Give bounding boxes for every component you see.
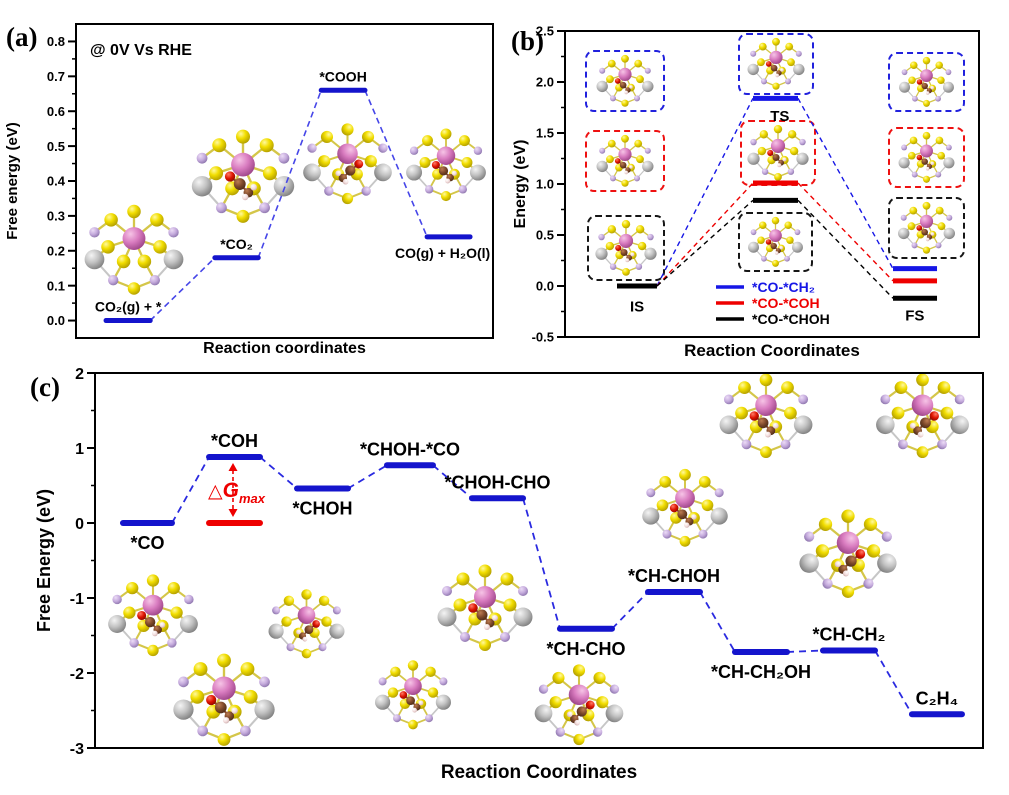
connector xyxy=(347,464,388,490)
y-tick-label: 0.2 xyxy=(47,243,65,258)
y-tick-label: 0.6 xyxy=(47,104,65,119)
y-tick-label: 2 xyxy=(75,366,84,383)
y-tick-label: -0.5 xyxy=(532,330,554,345)
molecule-structure-image xyxy=(589,54,661,108)
connector xyxy=(259,456,298,490)
y-tick-label: -2 xyxy=(70,666,84,683)
inset-box-black xyxy=(587,215,665,281)
inset-box-red xyxy=(740,120,816,186)
x-axis-title: Reaction Coordinates xyxy=(684,341,860,360)
panel-b-label: (b) xyxy=(511,26,544,56)
level-label: *COH xyxy=(211,431,258,451)
molecule-structure-image xyxy=(793,508,903,600)
level-label: *CHOH xyxy=(292,499,352,519)
level-label: *CH-CH₂ xyxy=(813,625,886,645)
molecule-structure-image xyxy=(742,37,810,91)
y-tick-label: 1.5 xyxy=(536,126,554,141)
y-tick-label: 0.0 xyxy=(47,313,65,328)
y-tick-label: 0.5 xyxy=(536,228,554,243)
molecule-structure-image xyxy=(715,372,817,460)
inset-box-red xyxy=(888,127,965,188)
connector xyxy=(171,456,210,524)
y-tick-label: 0.5 xyxy=(47,139,65,154)
level-label: *CH-CH₂OH xyxy=(711,662,811,682)
gmax-arrowhead-up xyxy=(228,463,238,471)
molecule-structure-image xyxy=(892,131,961,184)
legend-label: *CO-*COH xyxy=(752,295,820,311)
level-label: *CH-CHO xyxy=(546,639,625,659)
y-tick-label: 0.1 xyxy=(47,278,65,293)
y-tick-label: 1.0 xyxy=(536,177,554,192)
state-label: FS xyxy=(905,308,924,325)
molecule-structure-image xyxy=(744,124,812,182)
level-label: CO₂(g) + * xyxy=(95,299,162,315)
molecule-structure-image xyxy=(103,573,203,658)
inset-box-blue xyxy=(738,33,814,95)
y-tick-label: 0 xyxy=(75,516,84,533)
inset-box-black xyxy=(888,197,965,259)
level-label: *CO₂ xyxy=(220,236,253,252)
molecule-structure-image xyxy=(589,134,661,188)
molecule-structure-image xyxy=(187,128,299,225)
molecule-structure-image xyxy=(528,663,630,747)
molecule-structure-image xyxy=(83,203,185,296)
connector xyxy=(699,591,736,653)
gmax-arrowhead-down xyxy=(228,509,238,517)
level-label: *COOH xyxy=(319,68,366,84)
connector xyxy=(611,591,649,630)
inset-box-black xyxy=(738,212,813,272)
connector xyxy=(874,650,913,715)
x-axis-title: Reaction coordinates xyxy=(203,340,366,357)
y-tick-label: -1 xyxy=(70,591,84,608)
panel-a-label: (a) xyxy=(6,22,38,52)
legend-label: *CO-*CHOH xyxy=(752,311,830,327)
level-label: *CHOH-*CO xyxy=(360,439,460,459)
y-tick-label: 0.3 xyxy=(47,209,65,224)
connector xyxy=(786,649,824,653)
molecule-structure-image xyxy=(892,56,961,108)
molecule-structure-image xyxy=(892,201,961,255)
molecule-structure-image xyxy=(742,216,809,268)
molecule-structure-image xyxy=(300,122,395,206)
y-tick-label: 2.0 xyxy=(536,75,554,90)
y-axis-title: Free Energy (eV) xyxy=(34,489,54,632)
gmax-label: △Gmax xyxy=(208,479,266,506)
y-tick-label: 0.7 xyxy=(47,69,65,84)
panel-c-label: (c) xyxy=(30,372,60,402)
state-label: IS xyxy=(630,299,644,316)
level-label: *CH-CHOH xyxy=(628,566,720,586)
inset-box-red xyxy=(585,130,665,192)
y-tick-label: 0.4 xyxy=(47,174,66,189)
y-tick-label: 1 xyxy=(75,441,84,458)
level-label: C₂H₄ xyxy=(916,688,959,708)
molecule-structure-image xyxy=(640,462,730,554)
inset-box-blue xyxy=(585,50,665,112)
molecule-structure-image xyxy=(168,652,280,748)
condition-annotation: @ 0V Vs RHE xyxy=(90,42,192,59)
x-axis-title: Reaction Coordinates xyxy=(441,762,637,783)
molecule-structure-image xyxy=(591,219,661,277)
molecule-structure-image xyxy=(435,563,535,653)
level-label: *CO xyxy=(130,533,164,553)
y-axis-title: Free energy (eV) xyxy=(4,122,21,240)
y-axis-title: Energy (eV) xyxy=(512,140,529,229)
level-label: CO(g) + H₂O(l) xyxy=(395,245,490,261)
level-label: *CHOH-CHO xyxy=(444,472,550,492)
molecule-structure-image xyxy=(404,124,488,206)
molecule-structure-image xyxy=(870,372,975,460)
molecule-structure-image xyxy=(373,645,453,745)
y-tick-label: 0.0 xyxy=(536,279,554,294)
connector xyxy=(432,464,473,499)
y-tick-label: 0.8 xyxy=(47,34,65,49)
molecule-structure-image xyxy=(258,588,355,660)
y-tick-label: -3 xyxy=(70,741,84,758)
legend-label: *CO-*CH₂ xyxy=(752,279,815,295)
inset-box-blue xyxy=(888,52,965,112)
